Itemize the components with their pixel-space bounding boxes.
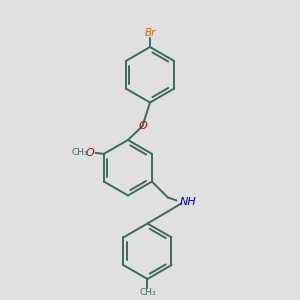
Text: O: O [138, 121, 147, 131]
Text: CH₃: CH₃ [139, 288, 156, 297]
Text: CH₃: CH₃ [72, 148, 88, 158]
Text: O: O [86, 148, 95, 158]
Text: NH: NH [180, 197, 196, 207]
Text: Br: Br [144, 28, 156, 38]
